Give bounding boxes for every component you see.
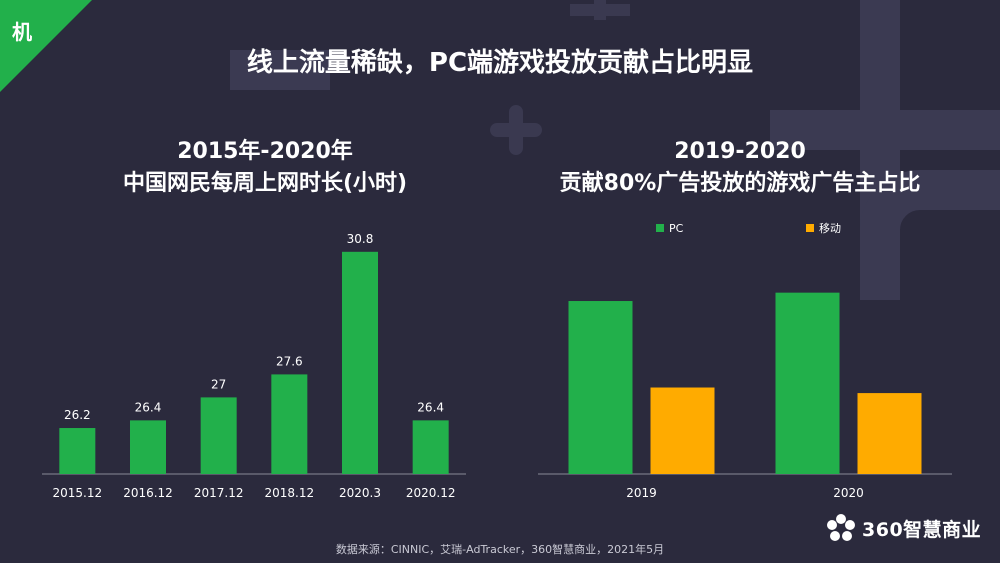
corner-tag xyxy=(0,0,92,92)
bar-value-label: 27.6 xyxy=(276,354,303,368)
bar-value-label: 26.4 xyxy=(417,400,444,414)
right-chart-title-line1: 2019-2020 xyxy=(674,139,806,164)
x-tick-label: 2018.12 xyxy=(265,486,315,500)
bar-value-label: 26.2 xyxy=(64,408,91,422)
bar xyxy=(271,374,308,474)
legend-swatch xyxy=(806,224,814,232)
bar-value-label: 27 xyxy=(211,377,226,391)
bar xyxy=(342,251,378,474)
legend-label: 移动 xyxy=(819,222,841,235)
bar-pc xyxy=(775,292,840,474)
bar xyxy=(200,397,237,474)
brand-name: 360智慧商业 xyxy=(862,518,982,541)
bar-pc xyxy=(568,301,633,474)
right-chart-title: 2019-2020 贡献80%广告投放的游戏广告主占比 xyxy=(500,136,980,200)
brand-flower-icon xyxy=(827,514,855,541)
x-tick-label: 2015.12 xyxy=(53,486,103,500)
x-tick-label: 2020.3 xyxy=(339,486,381,500)
bar-value-label: 30.8 xyxy=(347,232,374,246)
corner-label: 机 xyxy=(12,20,32,44)
bar-value-label: 26.4 xyxy=(135,400,162,414)
left-chart-title-line2: 中国网民每周上网时长(小时) xyxy=(122,171,408,196)
bar xyxy=(130,420,166,474)
data-source-footer: 数据来源：CINNIC，艾瑞-AdTracker，360智慧商业，2021年5月 xyxy=(335,543,665,556)
x-tick-label: 2020.12 xyxy=(406,486,456,500)
bar xyxy=(412,420,449,474)
bar-mobile xyxy=(857,393,922,474)
legend-label: PC xyxy=(669,222,684,235)
bar xyxy=(59,428,96,474)
x-tick-label: 2019 xyxy=(626,486,657,500)
left-chart-title-line1: 2015年-2020年 xyxy=(177,139,353,164)
left-chart-title: 2015年-2020年 中国网民每周上网时长(小时) xyxy=(40,136,490,200)
x-tick-label: 2020 xyxy=(833,486,864,500)
bar-mobile xyxy=(650,387,715,474)
right-chart-title-line2: 贡献80%广告投放的游戏广告主占比 xyxy=(559,171,921,196)
x-tick-label: 2016.12 xyxy=(123,486,173,500)
brand-logo: 360智慧商业 xyxy=(826,512,981,544)
legend-swatch xyxy=(656,224,664,232)
x-tick-label: 2017.12 xyxy=(194,486,244,500)
page-title: 线上流量稀缺，PC端游戏投放贡献占比明显 xyxy=(246,48,754,78)
